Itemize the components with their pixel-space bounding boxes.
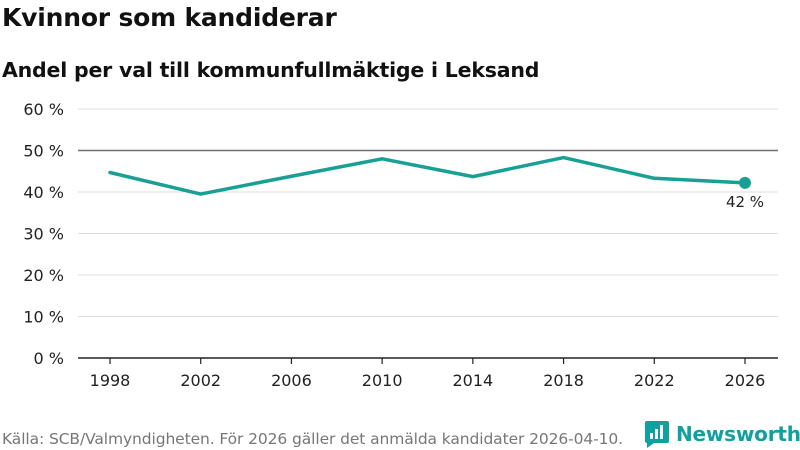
x-tick-label: 2014	[452, 371, 493, 390]
y-tick-label: 0 %	[34, 349, 64, 368]
brand-name: Newsworthy	[676, 422, 800, 446]
endpoint-marker	[739, 176, 751, 189]
newsworthy-logo-icon	[645, 421, 669, 448]
x-tick-label: 2006	[271, 371, 312, 390]
x-tick-label: 2026	[725, 371, 766, 390]
x-tick-label: 2002	[180, 371, 221, 390]
x-tick-label: 2010	[362, 371, 403, 390]
x-tick-label: 2018	[543, 371, 584, 390]
series-line	[108, 155, 747, 196]
data-label: 42 %	[726, 193, 764, 211]
chart-subtitle: Andel per val till kommunfullmäktige i L…	[2, 58, 540, 82]
x-tick-label: 1998	[90, 371, 131, 390]
y-tick-label: 20 %	[23, 266, 64, 285]
x-tick-label: 2022	[634, 371, 675, 390]
y-tick-label: 40 %	[23, 183, 64, 202]
y-tick-label: 30 %	[23, 225, 64, 244]
source-note: Källa: SCB/Valmyndigheten. För 2026 gäll…	[2, 430, 624, 448]
y-tick-label: 60 %	[23, 100, 64, 119]
chart-title: Kvinnor som kandiderar	[2, 3, 337, 32]
y-tick-label: 10 %	[23, 308, 64, 327]
brand-logo[interactable]: Newsworthy	[644, 418, 800, 450]
y-tick-label: 50 %	[23, 142, 64, 161]
